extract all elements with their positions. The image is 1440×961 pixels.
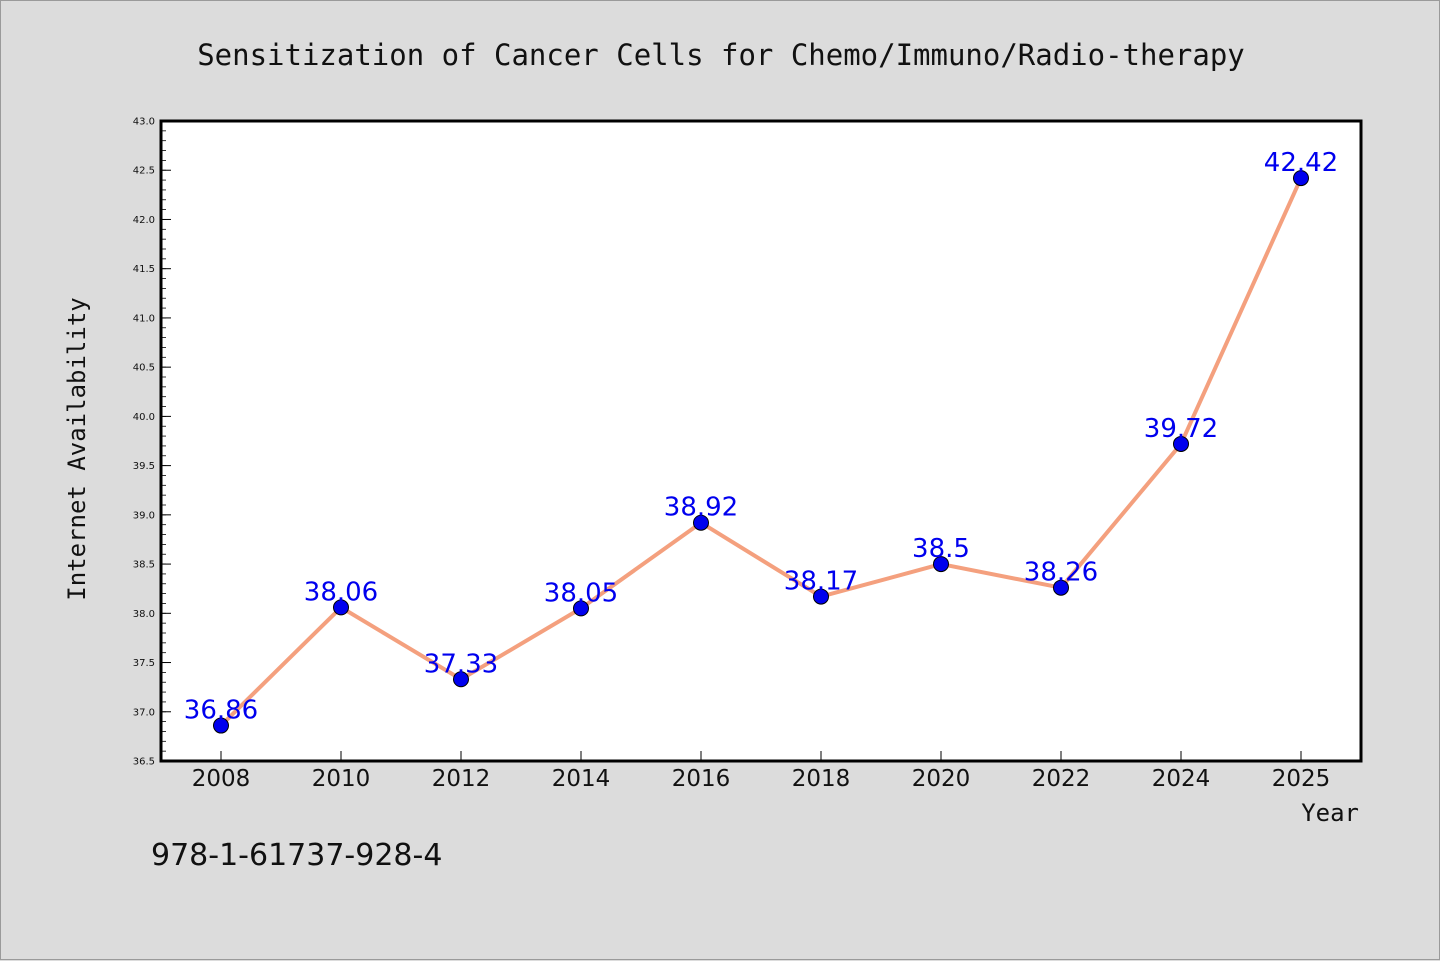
data-label: 37.33 bbox=[424, 649, 498, 679]
y-tick-label: 42.0 bbox=[133, 215, 155, 226]
y-tick-label: 43.0 bbox=[133, 117, 155, 128]
data-label: 39.72 bbox=[1144, 414, 1218, 444]
x-tick-label: 2014 bbox=[552, 766, 611, 792]
x-tick-label: 2025 bbox=[1272, 766, 1331, 792]
plot-area bbox=[161, 121, 1361, 761]
data-label: 38.5 bbox=[912, 534, 970, 564]
data-labels-group: 36.86 38.06 37.33 38.05 38.92 38.17 38.5 38.26 3… bbox=[184, 148, 1338, 725]
y-tick-label: 38.0 bbox=[133, 609, 155, 620]
y-tick-label: 40.5 bbox=[133, 363, 155, 374]
data-label: 42.42 bbox=[1264, 148, 1338, 178]
y-tick-label: 38.5 bbox=[133, 560, 155, 571]
series-line-group bbox=[219, 176, 1303, 728]
data-label: 38.17 bbox=[784, 567, 858, 597]
x-tick-label: 2020 bbox=[912, 766, 971, 792]
y-tick-label: 36.5 bbox=[133, 757, 155, 768]
plot-frame bbox=[159, 119, 1363, 763]
series-line bbox=[219, 176, 1303, 728]
data-point bbox=[933, 556, 949, 573]
y-tick-label: 42.5 bbox=[133, 166, 155, 177]
data-point bbox=[573, 600, 589, 617]
data-point bbox=[213, 717, 229, 734]
x-axis-ticks: 2008 2010 2012 2014 2016 2018 2020 2022 2024 2025 bbox=[192, 751, 1331, 792]
x-tick-label: 2018 bbox=[792, 766, 851, 792]
x-tick-label: 2008 bbox=[192, 766, 251, 792]
data-point bbox=[813, 588, 829, 605]
isbn-text: 978-1-61737-928-4 bbox=[151, 838, 442, 873]
series-points-group bbox=[213, 170, 1309, 734]
y-tick-label: 41.5 bbox=[133, 264, 155, 275]
data-label: 36.86 bbox=[184, 696, 258, 726]
y-tick-label: 37.0 bbox=[133, 707, 155, 718]
y-tick-label: 41.0 bbox=[133, 313, 155, 324]
data-label: 38.05 bbox=[544, 578, 618, 608]
x-tick-label: 2016 bbox=[672, 766, 731, 792]
x-tick-label: 2022 bbox=[1032, 766, 1091, 792]
y-axis-label: Internet Availability bbox=[63, 297, 91, 600]
y-tick-label: 39.5 bbox=[133, 461, 155, 472]
data-point bbox=[1173, 435, 1189, 452]
y-tick-label: 37.5 bbox=[133, 658, 155, 669]
data-point bbox=[333, 599, 349, 616]
data-label: 38.92 bbox=[664, 493, 738, 523]
data-point bbox=[693, 514, 709, 531]
data-point bbox=[1293, 170, 1309, 187]
y-tick-label: 40.0 bbox=[133, 412, 155, 423]
data-label: 38.26 bbox=[1024, 558, 1098, 588]
y-tick-label: 39.0 bbox=[133, 510, 155, 521]
x-tick-label: 2012 bbox=[432, 766, 491, 792]
x-tick-label: 2010 bbox=[312, 766, 371, 792]
chart-title: Sensitization of Cancer Cells for Chemo/… bbox=[197, 38, 1245, 72]
data-label: 38.06 bbox=[304, 577, 378, 607]
data-point bbox=[453, 671, 469, 688]
x-tick-label: 2024 bbox=[1152, 766, 1211, 792]
x-axis-label: Year bbox=[1301, 799, 1359, 827]
data-point bbox=[1053, 579, 1069, 596]
